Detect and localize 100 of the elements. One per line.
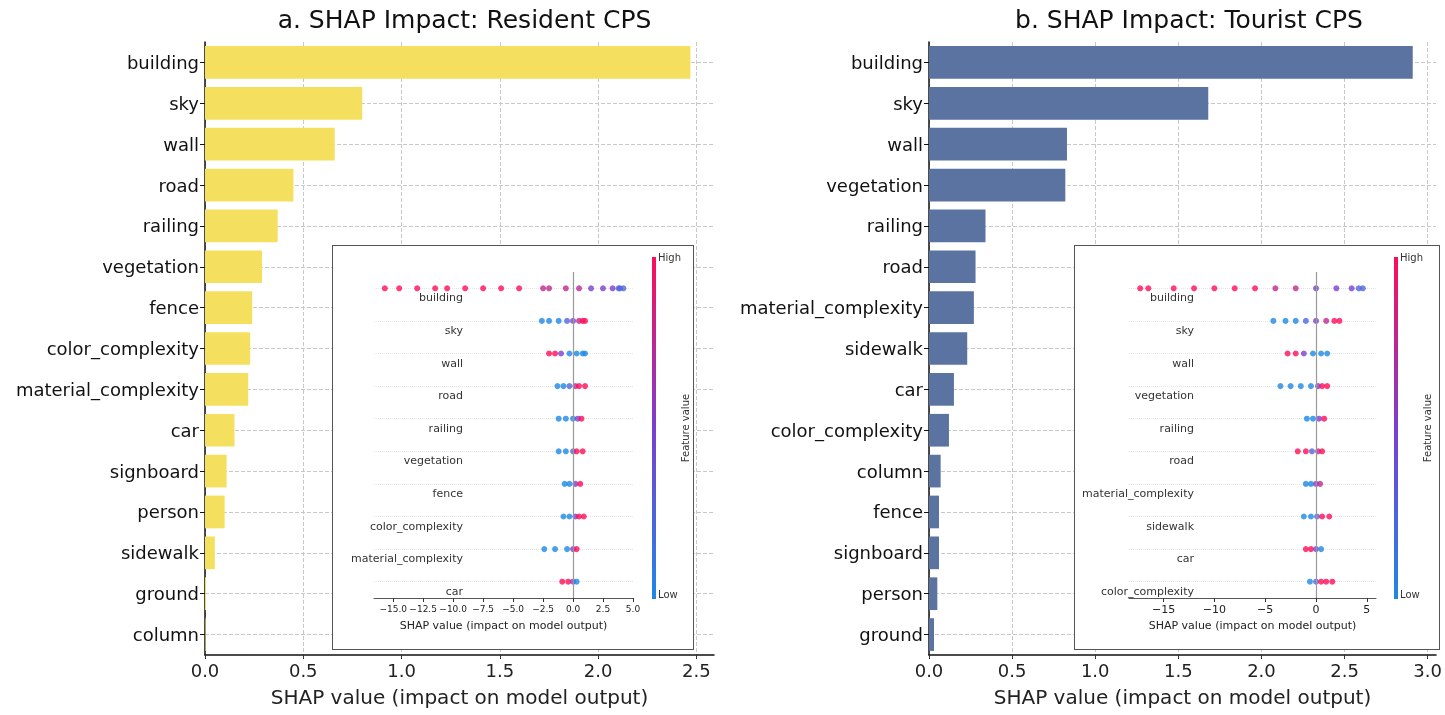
y-tick-label: sky [444, 323, 464, 337]
bar [929, 127, 1067, 161]
bar [205, 86, 363, 120]
bar [929, 577, 938, 611]
y-tick-label: railing [142, 215, 199, 237]
y-tick-label: road [882, 256, 923, 278]
y-tick-label: railing [428, 421, 463, 435]
x-tick-label: −12.5 [409, 603, 437, 614]
color-bar-title: Feature value [1421, 393, 1433, 463]
x-tick-label: 0.5 [997, 659, 1027, 681]
annotation: Low [1400, 589, 1420, 600]
x-tick-label: −15.0 [379, 603, 408, 614]
bar [205, 291, 253, 324]
y-tick-label: fence [432, 486, 464, 500]
y-tick-label: vegetation [102, 256, 199, 278]
y-tick-label: signboard [109, 460, 199, 482]
y-tick-label: person [861, 583, 923, 605]
x-axis-title: SHAP value (impact on model output) [1148, 619, 1357, 632]
bar [205, 373, 249, 406]
annotation: High [1400, 252, 1423, 263]
y-tick-label: wall [887, 133, 923, 155]
y-tick-label: building [1149, 291, 1194, 305]
x-tick-label: 5 [1363, 603, 1371, 616]
y-tick-label: vegetation [403, 454, 464, 468]
y-tick-label: building [850, 51, 923, 73]
x-tick-label: 0.0 [565, 603, 581, 614]
chart-title: a. SHAP Impact: Resident CPS [277, 5, 652, 34]
y-tick-label: material_complexity [351, 552, 464, 566]
y-tick-label: car [445, 584, 464, 598]
x-axis-title: SHAP value (impact on model output) [993, 685, 1372, 709]
x-tick-label: −2.5 [532, 603, 554, 614]
x-tick-label: 0.0 [190, 659, 220, 681]
x-tick-label: 1.5 [1164, 659, 1193, 681]
y-tick-label: railing [1159, 421, 1194, 435]
x-tick-label: 2.5 [1330, 659, 1359, 681]
y-tick-label: building [418, 291, 463, 305]
y-tick-label: sky [169, 92, 200, 114]
y-tick-label: sky [1175, 323, 1195, 337]
y-tick-label: fence [149, 297, 199, 319]
x-tick-label: 1.0 [387, 659, 416, 681]
y-tick-label: color_complexity [770, 419, 924, 442]
bar [929, 618, 934, 651]
y-tick-label: person [137, 501, 199, 523]
x-axis-title: SHAP value (impact on model output) [270, 685, 649, 709]
y-tick-label: fence [873, 501, 923, 523]
y-tick-label: column [132, 624, 199, 646]
bar [929, 536, 939, 570]
y-tick-label: ground [859, 624, 923, 646]
x-tick-label: −15 [1151, 603, 1176, 616]
y-tick-label: car [1176, 552, 1195, 566]
bar [929, 454, 941, 488]
bar [205, 209, 278, 243]
y-tick-label: color_complexity [369, 519, 464, 533]
chart-title: b. SHAP Impact: Tourist CPS [1015, 5, 1363, 34]
y-tick-label: car [894, 378, 924, 400]
y-tick-label: material_complexity [15, 378, 200, 401]
bar [205, 495, 225, 529]
x-tick-label: 2.0 [583, 659, 613, 681]
y-tick-label: color_complexity [46, 338, 200, 360]
y-tick-label: car [170, 419, 200, 441]
bar [205, 127, 335, 161]
y-tick-label: signboard [833, 542, 923, 564]
annotation: Low [658, 589, 678, 600]
bar [929, 168, 1066, 202]
x-tick-label: 2.0 [1247, 659, 1276, 681]
x-tick-label: −5.0 [502, 603, 525, 614]
x-tick-label: 1.0 [1080, 659, 1110, 681]
annotation: High [658, 252, 681, 263]
y-tick-label: road [1169, 454, 1194, 468]
y-tick-label: vegetation [1134, 389, 1195, 403]
bar [929, 46, 1413, 79]
bar [205, 332, 251, 365]
y-tick-label: ground [135, 583, 199, 605]
y-tick-label: road [438, 389, 463, 403]
bar [929, 495, 939, 529]
y-tick-label: railing [866, 215, 923, 237]
y-tick-label: wall [1172, 356, 1194, 370]
bar [929, 332, 968, 365]
x-tick-label: −5 [1257, 603, 1274, 616]
y-tick-label: color_complexity [1100, 584, 1195, 598]
bar [929, 250, 976, 284]
y-tick-label: road [158, 174, 199, 196]
bar [929, 373, 954, 406]
bar [929, 413, 949, 447]
bar [929, 86, 1209, 120]
x-tick-label: 0 [1312, 603, 1320, 616]
x-tick-label: −10.0 [439, 603, 468, 614]
y-tick-label: sidewalk [120, 542, 200, 564]
y-tick-label: material_complexity [739, 297, 924, 320]
color-bar-title: Feature value [679, 393, 691, 463]
x-axis-title: SHAP value (impact on model output) [399, 619, 608, 632]
bar [205, 536, 215, 570]
y-tick-label: column [856, 460, 923, 482]
x-tick-label: 2.5 [595, 603, 611, 614]
bar [205, 454, 227, 488]
y-tick-label: sidewalk [1146, 519, 1195, 533]
x-tick-label: 5.0 [625, 603, 641, 614]
y-tick-label: wall [441, 356, 463, 370]
x-tick-label: 3.0 [1413, 659, 1443, 681]
x-tick-label: 0.5 [288, 659, 318, 681]
